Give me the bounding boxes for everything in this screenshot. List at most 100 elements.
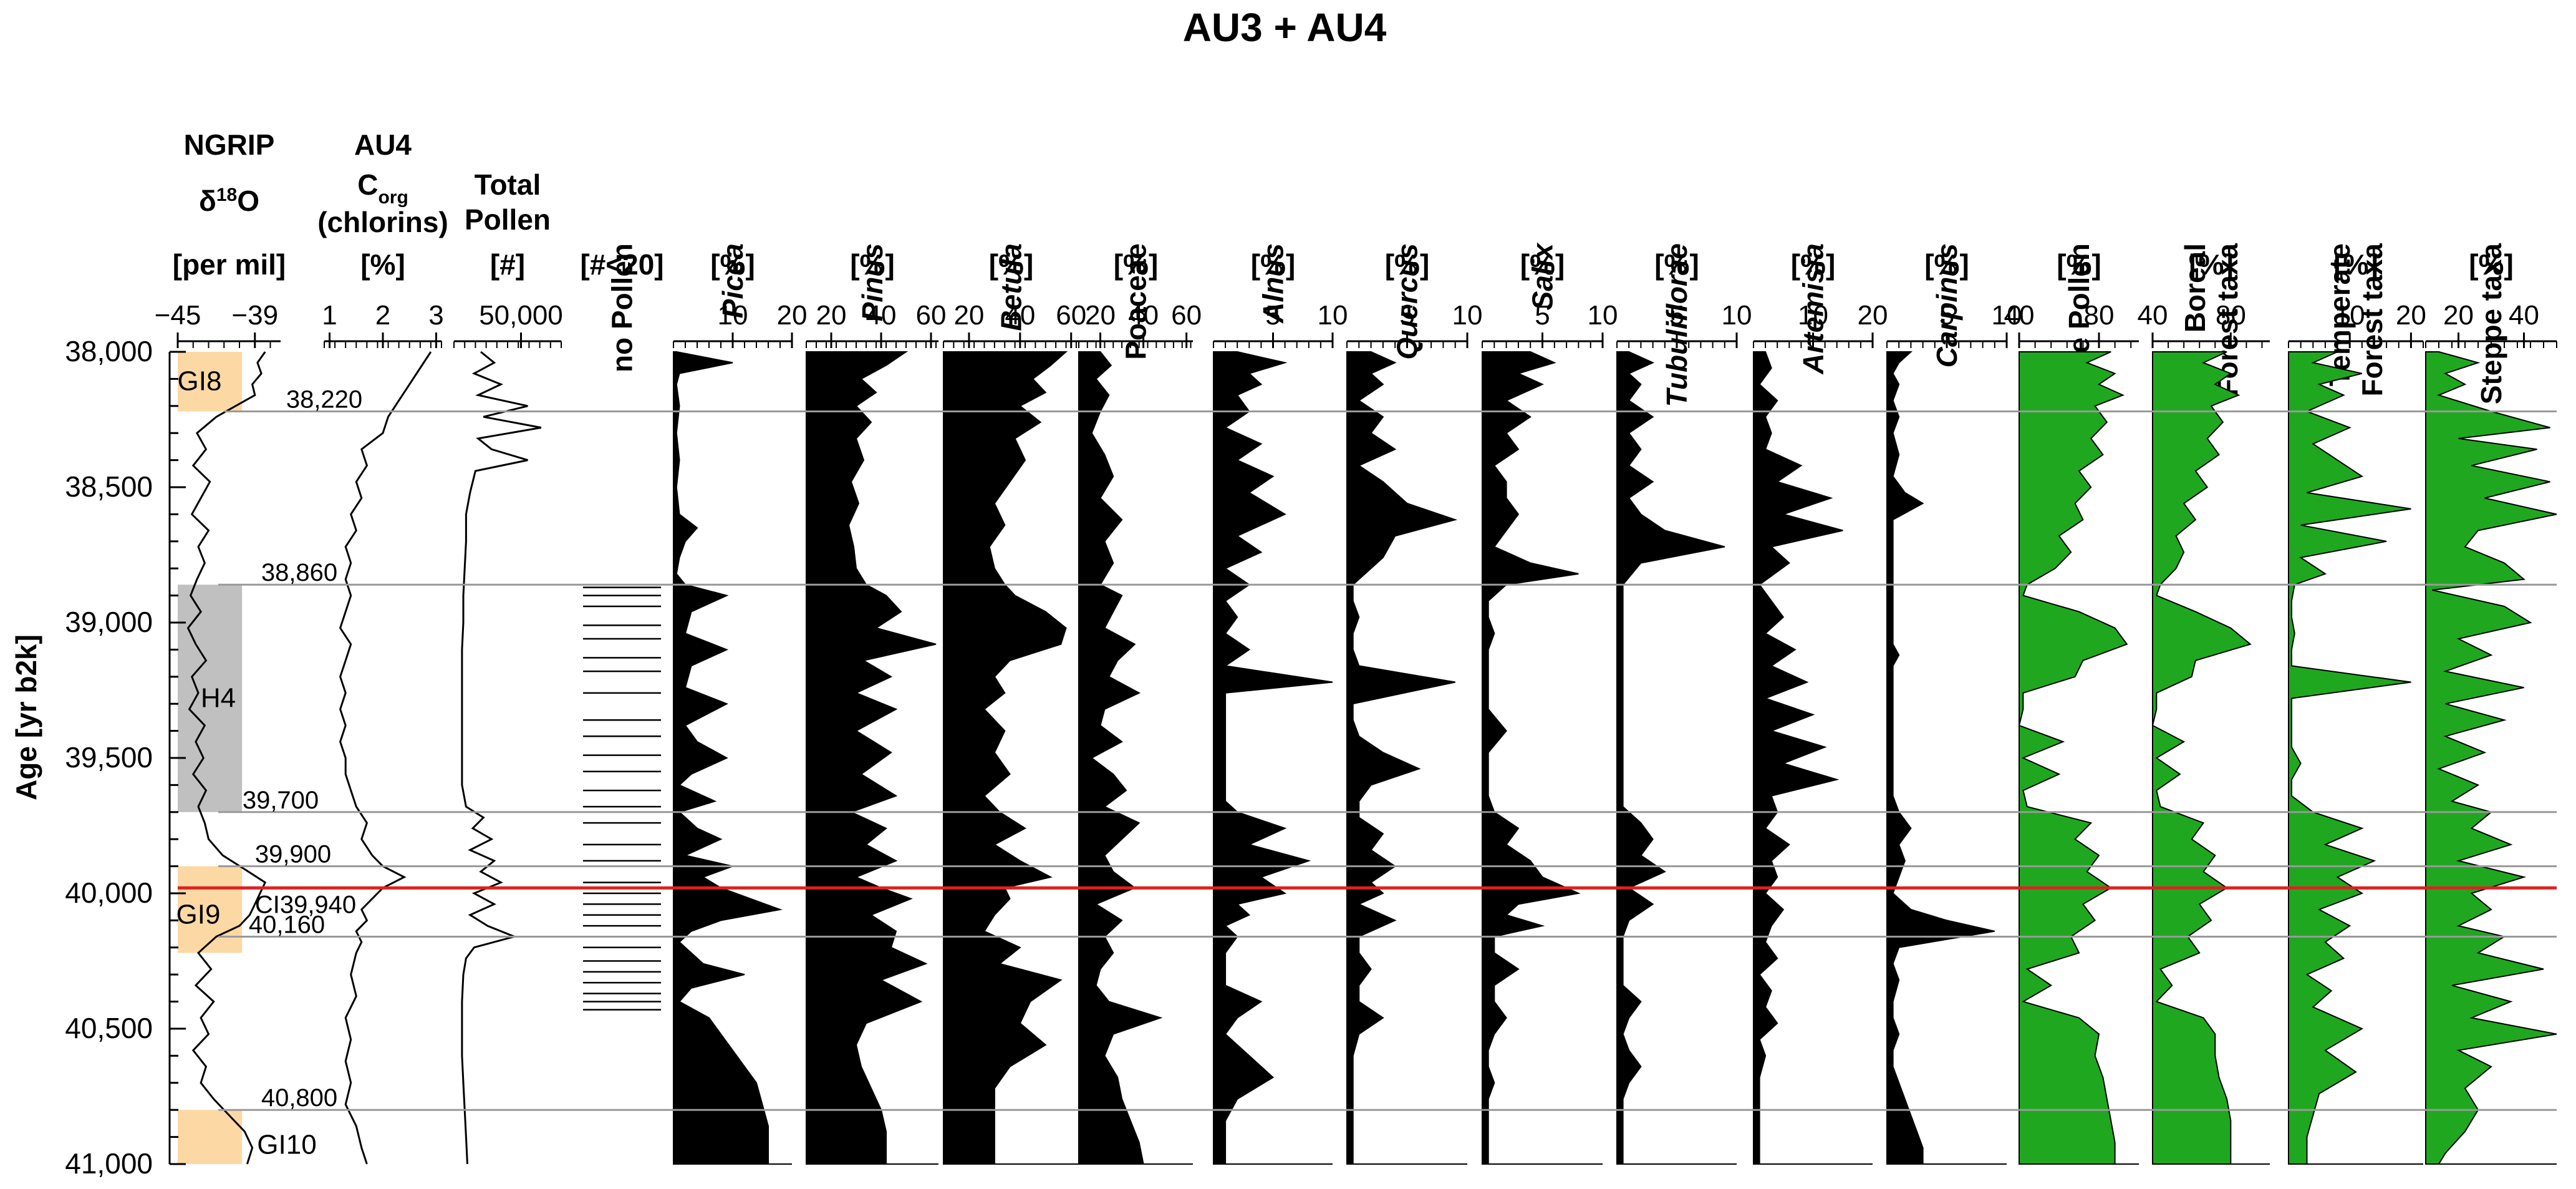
- y-axis-label: Age [yr b2k]: [10, 634, 42, 800]
- reference-label: 38,220: [286, 386, 362, 413]
- panel-picea: Picea[%] 10 20: [673, 243, 807, 1165]
- series-area: [2151, 351, 2252, 1165]
- stadial-band: [178, 585, 243, 812]
- x-tick-label: 10: [1452, 300, 1483, 331]
- panel-title: Salix: [1527, 242, 1559, 311]
- y-tick-label: 40,500: [65, 1012, 153, 1044]
- panel-unit: [%]: [360, 248, 405, 281]
- panel-salix: Salix[%] 5 10: [1482, 242, 1618, 1165]
- panel-betula: Betula[%]20 40 60: [943, 243, 1086, 1165]
- x-tick-label: 20: [816, 300, 847, 331]
- series-area: [943, 351, 1068, 1165]
- x-tick-label: 60: [1171, 300, 1202, 331]
- reference-label: 40,800: [261, 1084, 337, 1112]
- stadial-label: GI10: [257, 1130, 316, 1160]
- panel-quercus: Quercus[%]5 10: [1346, 243, 1483, 1165]
- x-tick-label: 80: [2084, 300, 2115, 331]
- panel-title: Picea: [716, 243, 749, 318]
- x-tick-label: 10: [1992, 300, 2022, 331]
- series-area: [1616, 351, 1725, 1165]
- panel-title: Total: [475, 168, 541, 201]
- x-tick-label: 60: [1056, 300, 1086, 331]
- x-tick-label: 10: [2335, 300, 2365, 331]
- stadial-label: GI8: [178, 366, 222, 397]
- reference-label: 38,860: [261, 559, 337, 586]
- panel-steppe-taxa: Steppe taxa[%] 20 40: [2425, 243, 2557, 1165]
- panel-artemisia: Artemisia[%] 10 20: [1753, 243, 1888, 1165]
- x-tick-label: 1: [322, 300, 337, 331]
- panel-carpinus: Carpinus[%]5 10: [1886, 243, 2022, 1165]
- series-area: [1346, 351, 1458, 1165]
- x-tick-label: 40: [2004, 300, 2035, 331]
- chart-title: AU3 + AU4: [1183, 5, 1387, 50]
- age-axis: 38,000 38,500 39,000 39,500 40,000 40,500 41,0…: [65, 335, 186, 1180]
- x-tick-label: 5: [1535, 300, 1550, 331]
- stadial-bands: GI8 GI9 GI10 H4: [176, 352, 317, 1164]
- panel-title: Boreal: [2179, 243, 2211, 332]
- series-area: [1078, 351, 1163, 1165]
- panel-title: AU4: [354, 129, 412, 161]
- panel-title: Pinus: [856, 243, 889, 321]
- x-tick-label: −45: [155, 300, 201, 331]
- x-tick-label: 60: [916, 300, 947, 331]
- x-tick-label: 40: [1005, 300, 1035, 331]
- x-tick-label: 5: [1399, 300, 1414, 331]
- reference-label: 39,700: [243, 787, 319, 814]
- panel-unit: [%]: [850, 248, 895, 281]
- panel-pinus: Pinus[%]20 40 60: [806, 243, 947, 1165]
- panel-unit: [%]: [1924, 248, 1969, 281]
- panel-ngrip: NGRIP δ18O [per mil] −45 −39: [155, 129, 286, 1165]
- panel-unit: [#]: [490, 248, 525, 281]
- reference-label: 40,160: [249, 911, 325, 938]
- panel-tree-pollen: Tree Pollen[%]40 80: [2004, 243, 2139, 1165]
- y-tick-label: 41,000: [65, 1147, 153, 1180]
- stadial-band: [178, 352, 243, 412]
- panel-poaceae: Poaceae[%]20 40 60: [1078, 243, 1202, 1165]
- series-line: [339, 351, 432, 1165]
- panel-unit: [%]: [2189, 248, 2234, 281]
- panel-unit: [%]: [2469, 248, 2514, 281]
- y-tick-label: 39,000: [65, 606, 153, 638]
- panel-title: Steppe taxa: [2475, 243, 2507, 405]
- panel-boreal-forest-taxa: Boreal Forest taxa[%]40 80: [2138, 243, 2270, 1165]
- panel-no-pollen: no Pollen[#<20]: [580, 243, 664, 1011]
- panel-unit: [%]: [2333, 248, 2378, 281]
- series-area: [2425, 351, 2557, 1165]
- x-tick-label: 10: [1318, 300, 1348, 331]
- series-area: [1482, 351, 1581, 1165]
- panel-subtitle: δ18O: [199, 185, 259, 217]
- panel-tubuliflorae: Tubuliflorae[%] 5 10: [1616, 243, 1752, 1165]
- panel-subtitle: Corg: [357, 168, 408, 208]
- series-line: [461, 351, 542, 1165]
- x-tick-label: 40: [866, 300, 897, 331]
- series-area: [1213, 351, 1333, 1165]
- panel-temperate-forest-taxa: Temperate Forest taxa[%] 10 20: [2288, 243, 2426, 1165]
- panel-title: Alnus: [1257, 243, 1290, 324]
- panel-title: Temperate: [2323, 243, 2356, 386]
- x-tick-label: 10: [718, 300, 748, 331]
- series-area: [2288, 351, 2411, 1165]
- panel-unit: [%]: [1385, 248, 1430, 281]
- panel-unit: [%]: [989, 248, 1034, 281]
- panel-unit: [%]: [1791, 248, 1836, 281]
- panel-unit: [%]: [2057, 248, 2101, 281]
- x-tick-label: 20: [953, 300, 984, 331]
- x-tick-label: 20: [1858, 300, 1888, 331]
- stadial-label: H4: [201, 683, 236, 714]
- x-tick-label: 40: [2509, 300, 2539, 331]
- series-area: [2018, 351, 2128, 1165]
- stadial-band: [178, 866, 243, 953]
- series-area: [1886, 351, 1995, 1165]
- panel-unit: [%]: [710, 248, 755, 281]
- x-tick-label: 40: [2138, 300, 2168, 331]
- reference-label: 39,900: [255, 841, 331, 868]
- series-line: [186, 351, 267, 1165]
- y-tick-label: 38,000: [65, 335, 153, 367]
- y-tick-label: 40,000: [65, 876, 153, 909]
- stadial-label: GI9: [176, 900, 221, 930]
- x-tick-label: −39: [231, 300, 278, 331]
- reference-label: CI39,940: [255, 891, 356, 918]
